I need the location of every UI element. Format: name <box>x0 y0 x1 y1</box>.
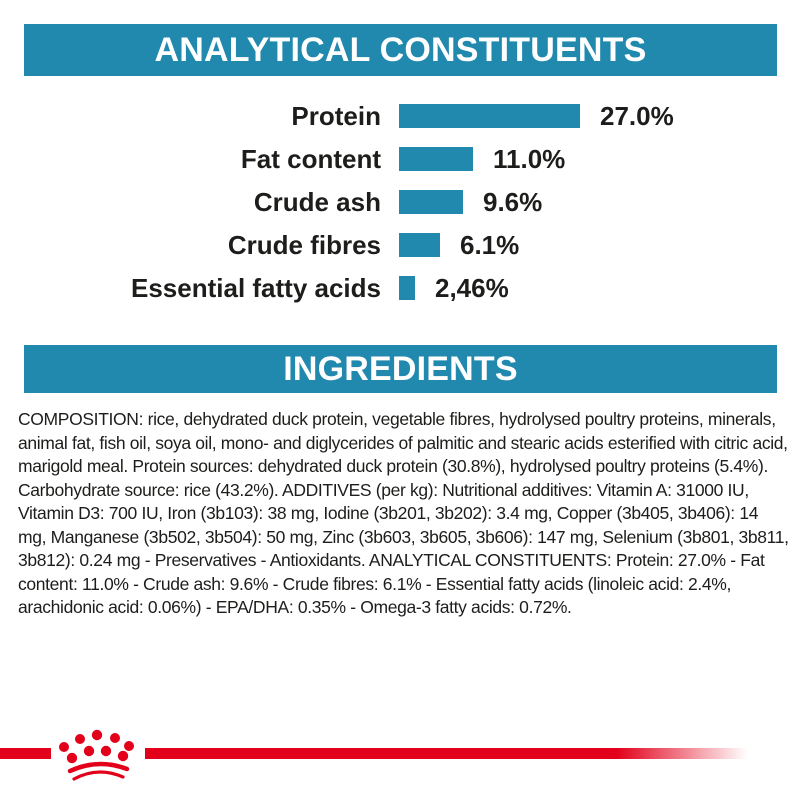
chart-row-value: 2,46% <box>435 273 509 303</box>
analytical-constituents-header: ANALYTICAL CONSTITUENTS <box>24 24 777 76</box>
brand-divider-line-right <box>145 748 800 759</box>
chart-bar <box>399 104 580 128</box>
chart-row: Essential fatty acids 2,46% <box>0 273 800 303</box>
chart-bar <box>399 190 463 214</box>
brand-divider-line-left <box>0 748 51 759</box>
chart-row-label: Fat content <box>240 144 381 174</box>
chart-bar <box>399 276 415 300</box>
chart-row-label: Crude fibres <box>227 230 381 260</box>
chart-row-value: 6.1% <box>460 230 520 260</box>
chart-row-label: Protein <box>291 101 381 131</box>
ingredients-title: INGREDIENTS <box>283 349 518 388</box>
chart-row: Crude fibres 6.1% <box>0 230 800 260</box>
chart-row: Protein 27.0% <box>0 101 800 131</box>
composition-text: COMPOSITION: rice, dehydrated duck prote… <box>18 409 789 617</box>
analytical-constituents-chart: Protein 27.0% Fat content 11.0% Crude as… <box>0 101 800 319</box>
chart-row-value: 11.0% <box>493 144 566 174</box>
chart-row: Crude ash 9.6% <box>0 187 800 217</box>
chart-row: Fat content 11.0% <box>0 144 800 174</box>
analytical-constituents-title: ANALYTICAL CONSTITUENTS <box>154 30 647 69</box>
chart-row-label: Essential fatty acids <box>131 273 381 303</box>
royal-canin-crown-logo-icon <box>59 729 134 781</box>
chart-bar <box>399 147 473 171</box>
ingredients-header: INGREDIENTS <box>24 345 777 393</box>
chart-row-value: 27.0% <box>600 101 674 131</box>
chart-row-label: Crude ash <box>253 187 381 217</box>
chart-bar <box>399 233 440 257</box>
chart-row-value: 9.6% <box>483 187 543 217</box>
